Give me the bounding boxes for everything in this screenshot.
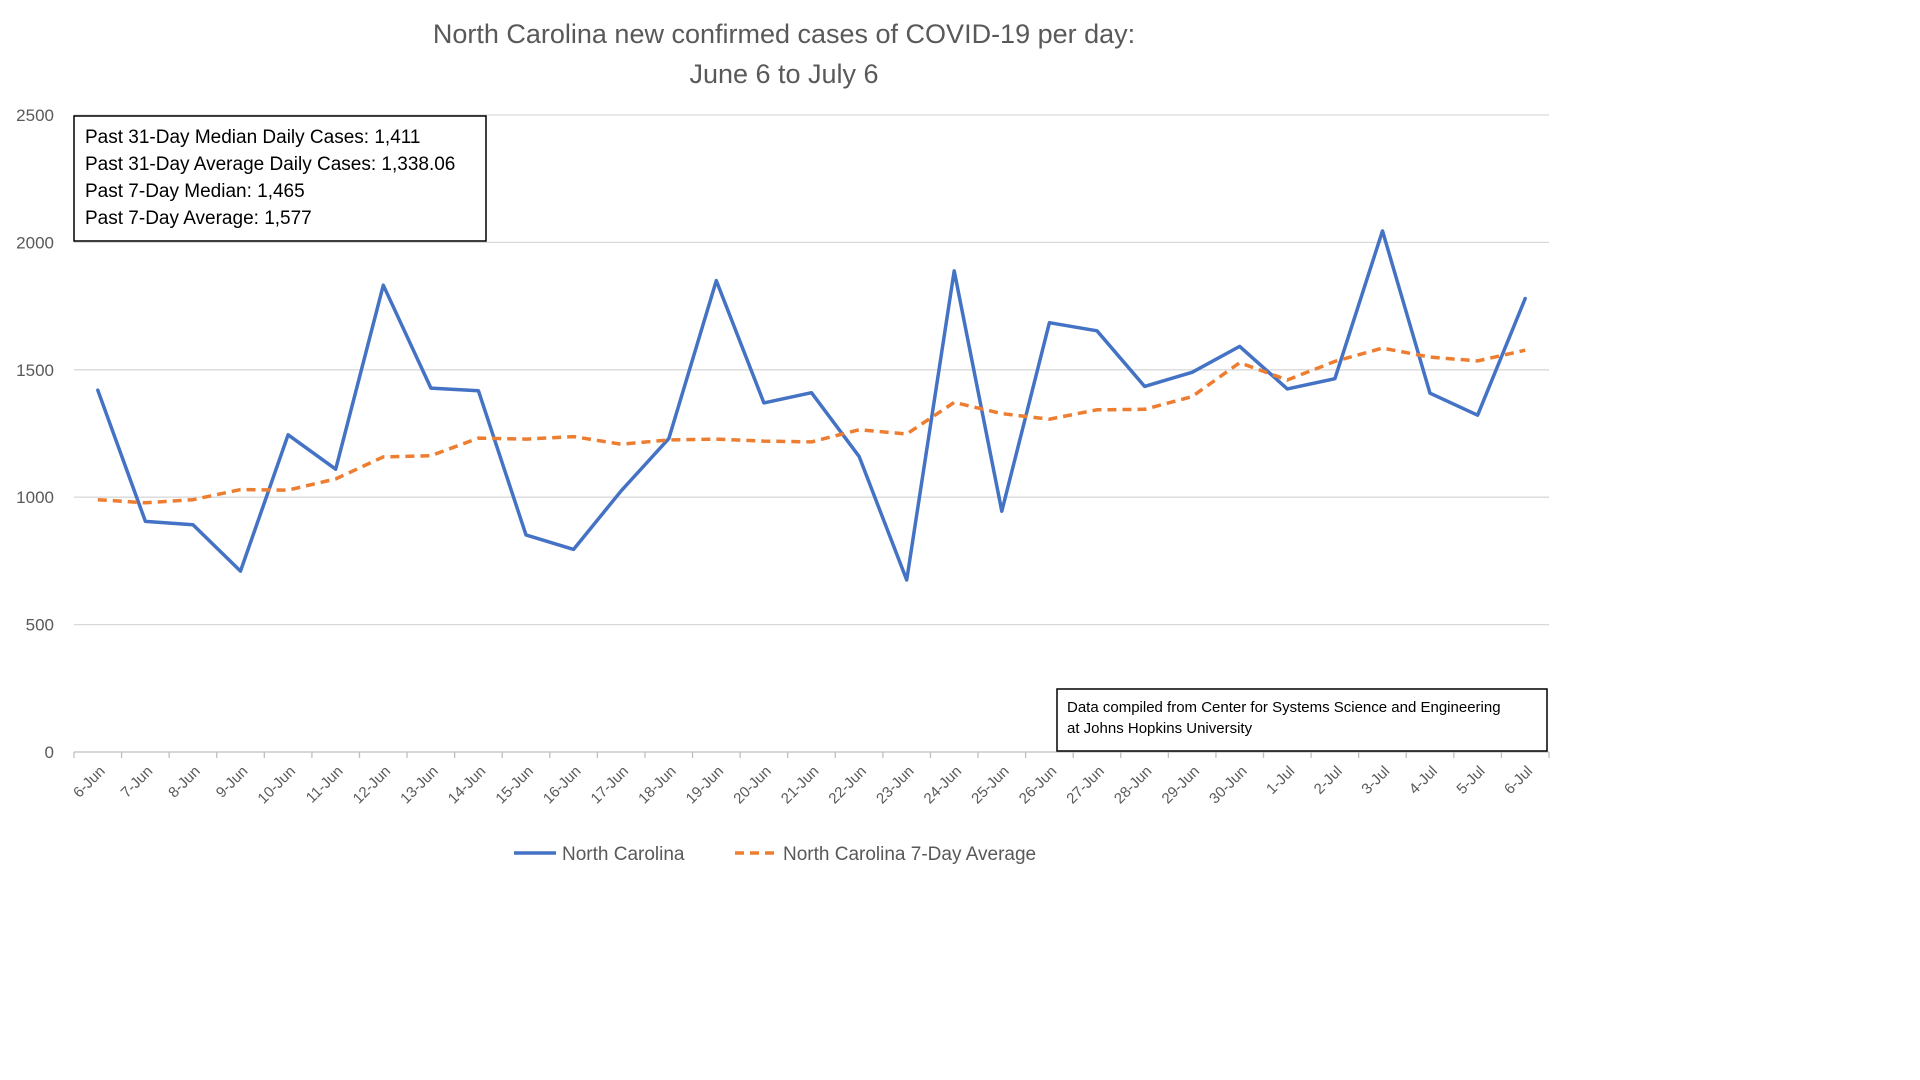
y-axis-tick-labels: 0 500 1000 1500 2000 2500	[16, 106, 54, 762]
stats-median-7-day: Past 7-Day Median: 1,465	[85, 181, 305, 202]
legend: North Carolina North Carolina 7-Day Aver…	[514, 844, 1036, 865]
stats-median-31-day: Past 31-Day Median Daily Cases: 1,411	[85, 127, 420, 148]
source-note-line-1: Data compiled from Center for Systems Sc…	[1067, 699, 1501, 716]
y-tick-label: 500	[26, 616, 54, 635]
stats-average-31-day: Past 31-Day Average Daily Cases: 1,338.0…	[85, 154, 455, 175]
chart-title-line-1: North Carolina new confirmed cases of CO…	[433, 19, 1135, 49]
source-note-box: Data compiled from Center for Systems Sc…	[1056, 688, 1548, 752]
series-line-7-day-average	[97, 346, 1526, 505]
gridlines	[73, 114, 1550, 758]
y-tick-label: 0	[45, 743, 54, 762]
y-tick-label: 2500	[16, 106, 54, 125]
stats-average-7-day: Past 7-Day Average: 1,577	[85, 208, 312, 229]
line-chart: North Carolina new confirmed cases of CO…	[16, 19, 1550, 865]
source-note-line-2: at Johns Hopkins University	[1067, 720, 1253, 737]
source-note-border	[1056, 688, 1548, 752]
y-tick-label: 2000	[16, 233, 54, 252]
y-tick-label: 1500	[16, 361, 54, 380]
legend-label-north-carolina: North Carolina	[562, 844, 685, 865]
stats-box: Past 31-Day Median Daily Cases: 1,411 Pa…	[73, 115, 487, 242]
series-lines	[96, 229, 1527, 582]
series-line-north-carolina	[96, 229, 1527, 582]
chart-title-line-2: June 6 to July 6	[689, 59, 878, 89]
legend-label-7-day-average: North Carolina 7-Day Average	[783, 844, 1036, 865]
y-tick-label: 1000	[16, 488, 54, 507]
stats-box-border	[73, 115, 487, 242]
